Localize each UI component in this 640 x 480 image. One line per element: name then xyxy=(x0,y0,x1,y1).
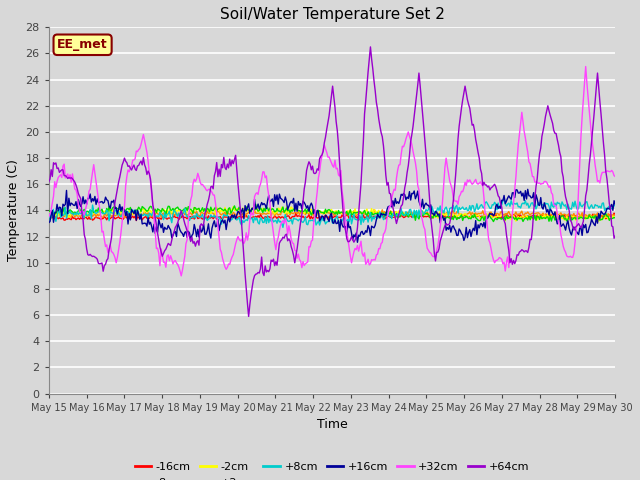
X-axis label: Time: Time xyxy=(317,418,348,431)
Legend: -16cm, -8cm, -2cm, +2cm, +8cm, +16cm, +32cm, +64cm: -16cm, -8cm, -2cm, +2cm, +8cm, +16cm, +3… xyxy=(131,458,534,480)
Text: EE_met: EE_met xyxy=(57,38,108,51)
Y-axis label: Temperature (C): Temperature (C) xyxy=(7,159,20,262)
Title: Soil/Water Temperature Set 2: Soil/Water Temperature Set 2 xyxy=(220,7,444,22)
